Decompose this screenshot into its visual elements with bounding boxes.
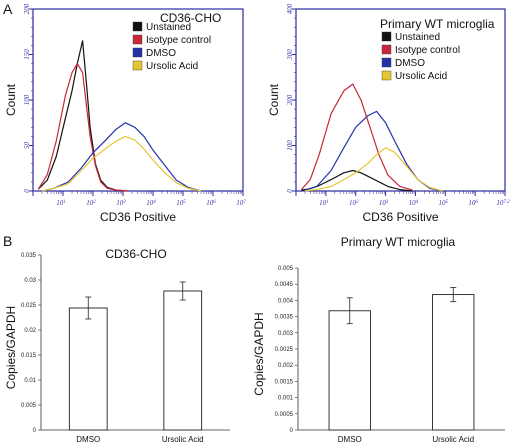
y-tick-label: 50 [23,142,31,150]
y-tick-label: 100 [286,140,294,151]
category-label: DMSO [76,435,100,444]
y-tick-label: 0.0035 [275,315,294,321]
y-tick-label: 0.02 [24,328,36,334]
y-tick-label: 0.005 [21,403,37,409]
x-axis-label: CD36 Positive [362,210,438,224]
legend-label: Ursolic Acid [146,61,198,72]
y-tick-label: 0.002 [278,363,294,369]
legend-swatch [381,57,392,68]
y-tick-label: 200 [23,3,31,14]
x-tick-label: 101 [56,199,66,207]
histogram-title: Primary WT microglia [380,17,495,31]
x-tick-label: 106 [468,199,478,207]
legend-label: Unstained [395,32,440,43]
histogram-1: 0 50 100 150 200 101 102 103 104 105 106 107 CD36-CH… [4,3,246,224]
y-tick-label: 400 [286,3,294,14]
y-tick-label: 0.0015 [275,379,294,385]
x-tick-label: 105 [176,199,186,207]
bar-dmso [328,310,371,431]
legend-label: Isotype control [146,35,211,46]
y-tick-label: 200 [286,94,294,105]
bar-chart-title: Primary WT microglia [341,235,456,249]
x-tick-label: 103 [116,199,126,207]
series-line-ursolic-acid [304,147,443,192]
legend-label: Ursolic Acid [395,71,447,82]
y-tick-label: 0.0045 [275,282,294,288]
y-tick-label: 0.03 [24,278,36,284]
legend-label: Isotype control [395,45,460,56]
bar-chart-title: CD36-CHO [105,247,166,261]
y-tick-label: 150 [23,49,31,60]
x-tick-label: 104 [409,199,419,207]
bar-chart-1: CD36-CHO 0 0.005 0.01 0.015 0.02 0.025 0.03 0.03… [4,247,230,444]
y-tick-label: 0.01 [24,378,36,384]
series-line-ursolic-acid [41,135,202,192]
x-tick-label: 102 [86,199,96,207]
y-tick-label: 0.004 [278,298,294,304]
category-label: Ursolic Acid [162,435,204,444]
y-axis-label: Count [4,83,18,116]
y-tick-label: 0 [286,189,294,193]
y-tick-label: 0.035 [21,253,37,259]
bar-chart-2: Primary WT microglia 0 0.0005 0.001 0.0015 0.… [252,235,505,444]
y-tick-label: 0.003 [278,331,294,337]
y-tick-label: 0.025 [21,303,37,309]
histogram-2: 0 100 200 300 400 101 102 103 104 105 106 107.2 Prim… [267,3,510,224]
y-tick-label: 0.005 [278,266,294,272]
category-label: Ursolic Acid [432,435,474,444]
y-axis-label: Count [267,83,281,116]
y-axis-label: Copies/GAPDH [4,306,18,389]
x-tick-label: 104 [146,199,156,207]
legend-swatch [132,34,143,45]
legend-swatch [132,60,143,71]
legend-swatch [132,21,143,32]
legend-swatch [381,44,392,55]
charts: 0 50 100 150 200 101 102 103 104 105 106 107 CD36-CH… [4,3,510,444]
panel-label-b: B [3,233,12,249]
x-tick-label: 105 [439,199,449,207]
y-tick-label: 100 [23,94,31,105]
y-tick-label: 0 [33,428,37,434]
series-line-isotype-control [37,62,129,192]
y-tick-label: 0.015 [21,353,37,359]
y-tick-label: 0.0025 [275,347,294,353]
legend-label: DMSO [395,58,425,69]
x-tick-label: 106 [206,199,216,207]
y-tick-label: 0.0005 [275,412,294,418]
bar-dmso [68,307,108,431]
x-tick-label: 107 [236,199,246,207]
bar-ursolic-acid [432,294,475,431]
legend-label: Unstained [146,22,191,33]
series-line-isotype-control [300,83,413,191]
y-axis-label: Copies/GAPDH [252,312,266,395]
legend-swatch [381,31,392,42]
legend-swatch [132,47,143,58]
y-tick-label: 300 [286,49,294,61]
series-line-unstained [37,40,129,192]
y-tick-label: 0.001 [278,396,294,402]
bar-ursolic-acid [163,290,203,431]
x-tick-label: 103 [379,199,389,207]
legend-label: DMSO [146,48,176,59]
histogram-title: CD36-CHO [160,11,221,25]
panel-label-a: A [3,1,13,17]
series-line-dmso [41,122,202,192]
category-label: DMSO [338,435,362,444]
x-tick-label: 101 [319,199,329,207]
y-tick-label: 0 [23,189,31,193]
y-tick-label: 0 [290,428,294,434]
legend-swatch [381,70,392,81]
x-axis-label: CD36 Positive [100,210,176,224]
x-tick-label: 107.2 [496,199,510,207]
x-tick-label: 102 [349,199,359,207]
